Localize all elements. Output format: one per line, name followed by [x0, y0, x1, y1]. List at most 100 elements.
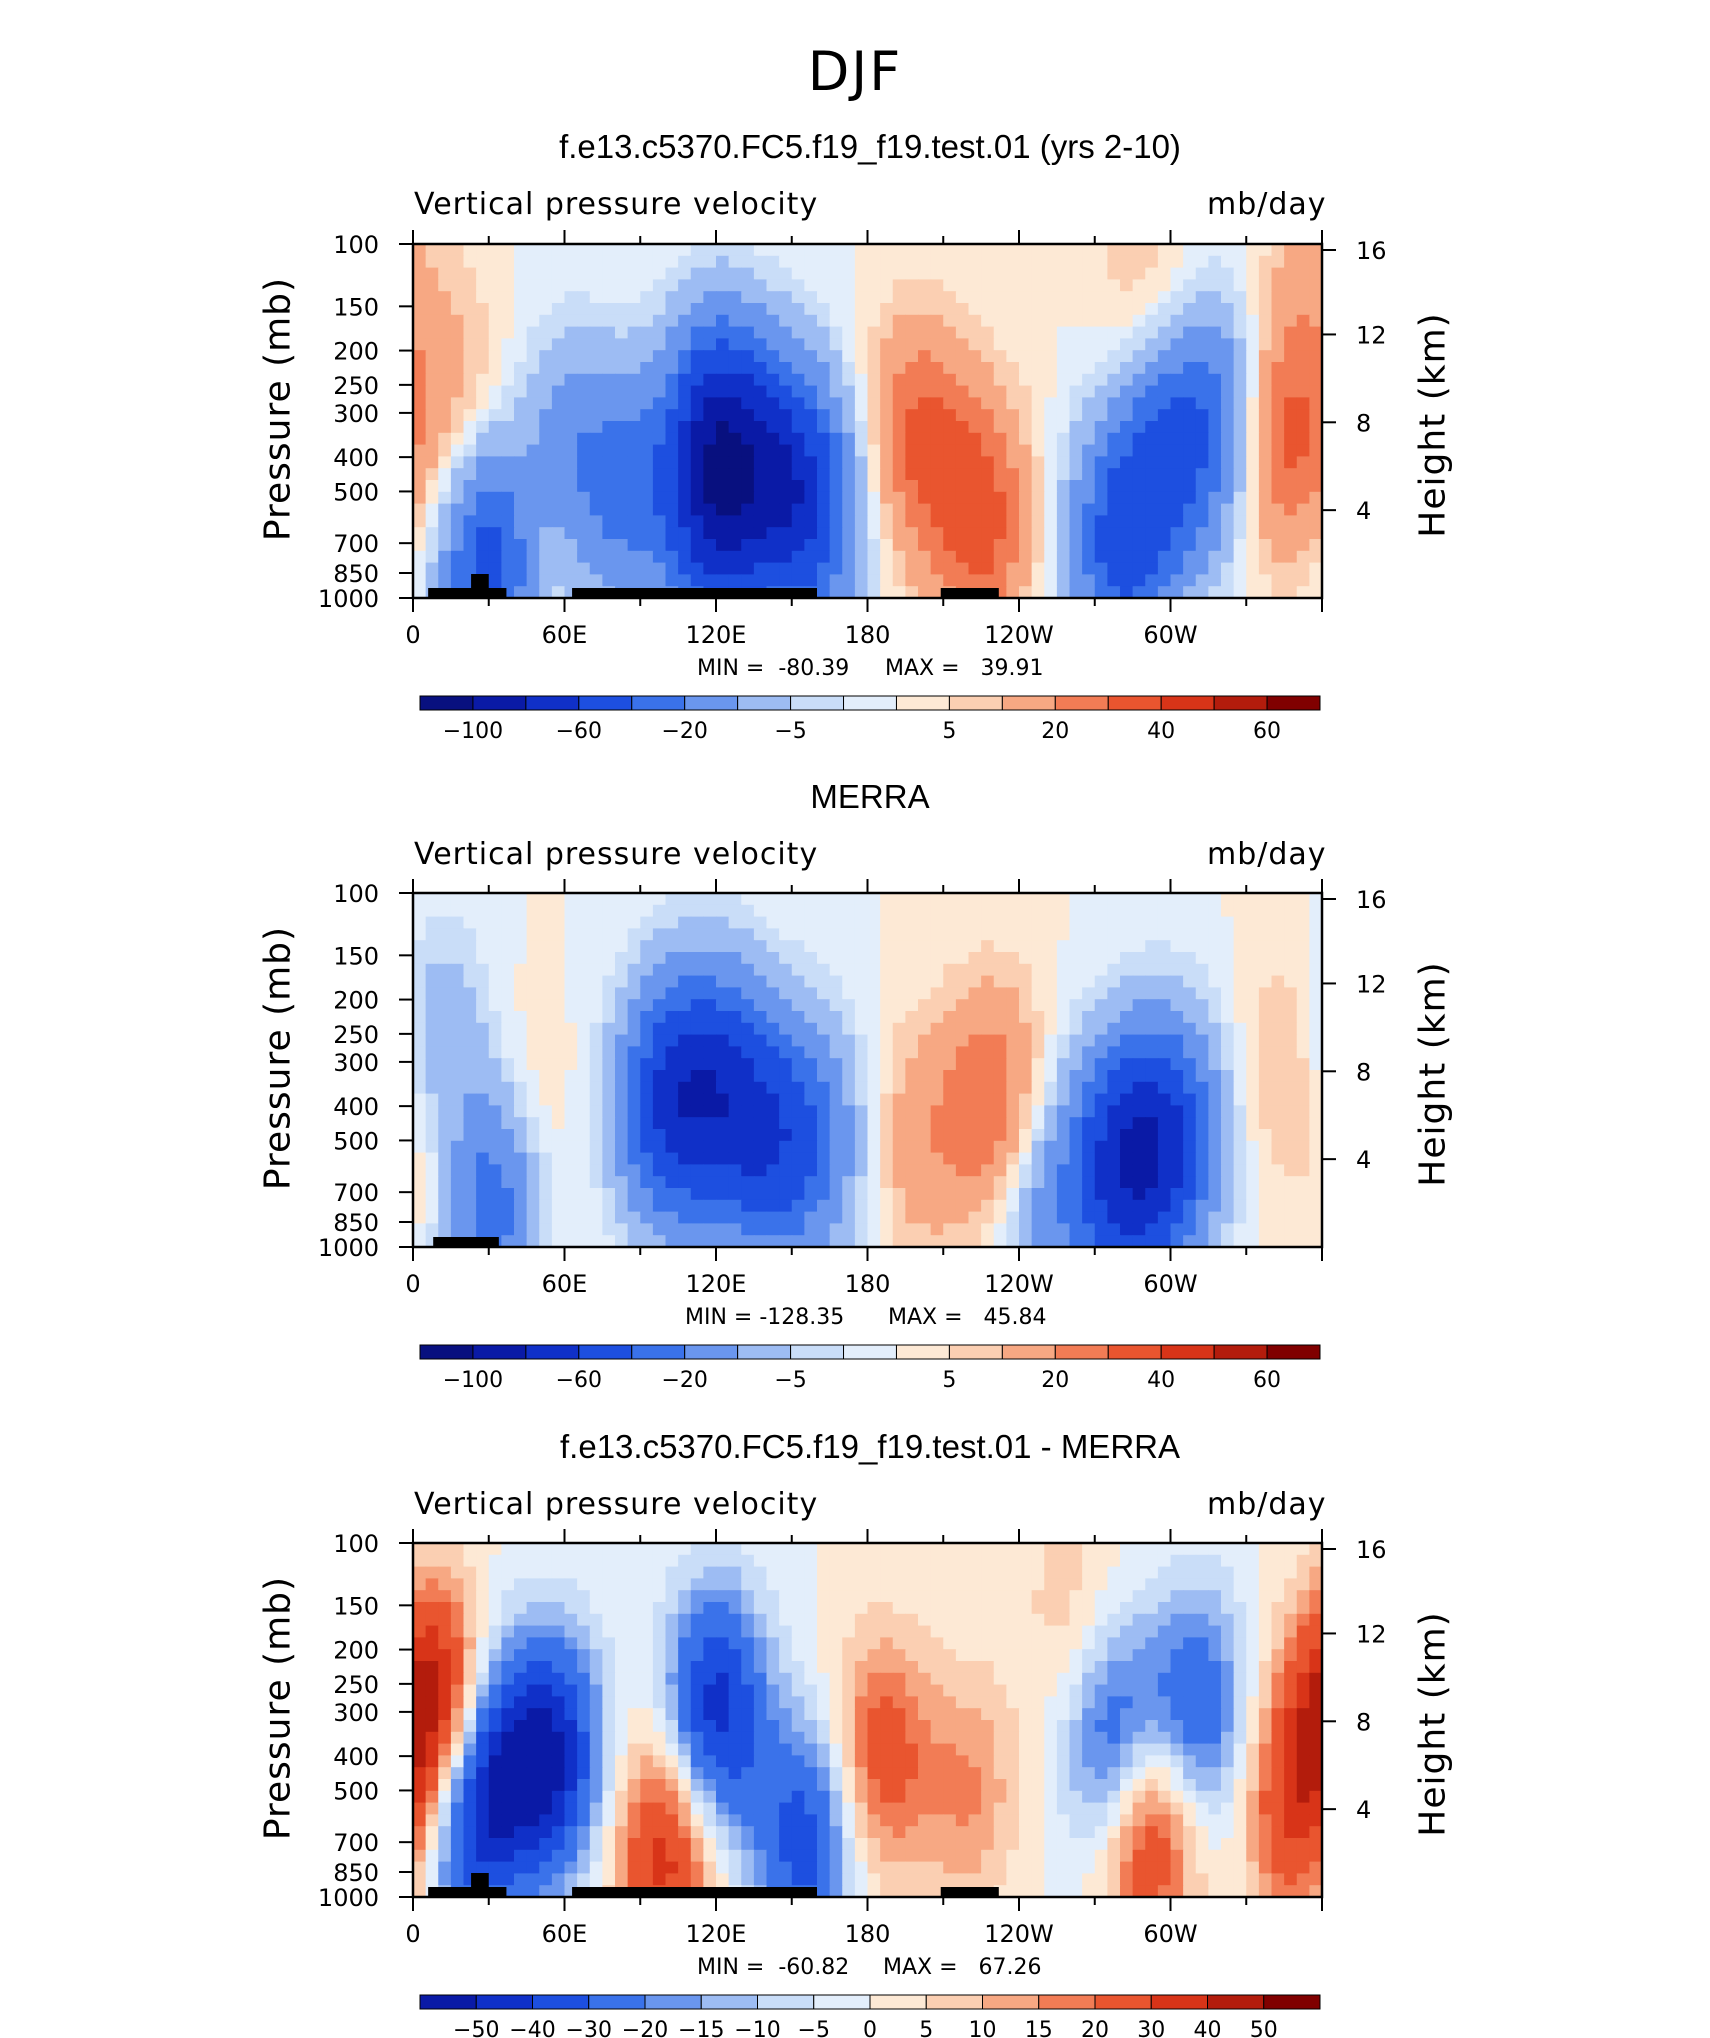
field-cell — [955, 1543, 970, 1556]
field-cell — [1031, 1566, 1045, 1579]
field-cell — [1309, 279, 1323, 292]
field-cell — [450, 303, 465, 316]
field-cell — [413, 291, 427, 304]
field-cell — [1107, 385, 1121, 398]
field-cell — [918, 1578, 932, 1591]
field-cell — [728, 314, 742, 328]
field-cell — [678, 1554, 692, 1568]
field-cell — [425, 1554, 439, 1568]
field-cell — [854, 244, 869, 257]
field-cell — [829, 303, 843, 316]
field-cell — [501, 326, 515, 339]
field-cell — [829, 373, 843, 387]
field-cell — [741, 244, 755, 257]
field-cell — [892, 1602, 906, 1615]
field-cell — [1132, 1578, 1146, 1591]
field-cell — [476, 1578, 490, 1591]
field-cell — [943, 338, 957, 351]
field-cell — [1208, 338, 1222, 351]
field-cell — [854, 1566, 869, 1579]
field-cell — [1157, 397, 1172, 410]
field-cell — [728, 1578, 742, 1591]
field-cell — [627, 350, 641, 363]
field-cell — [1107, 279, 1121, 292]
field-cell — [1019, 350, 1033, 363]
field-cell — [1044, 350, 1058, 363]
field-cell — [1019, 1543, 1033, 1556]
field-cell — [577, 421, 591, 434]
field-cell — [551, 255, 566, 269]
field-cell — [602, 385, 616, 398]
field-cell — [1309, 350, 1323, 363]
field-cell — [880, 303, 894, 316]
field-cell — [703, 1602, 717, 1615]
field-cell — [1044, 267, 1058, 280]
field-cell — [1258, 1578, 1273, 1591]
field-cell — [842, 326, 856, 339]
field-cell — [615, 1578, 629, 1591]
field-cell — [1271, 291, 1285, 304]
field-cell — [539, 338, 553, 351]
field-cell — [450, 338, 465, 351]
field-cell — [1056, 326, 1071, 339]
field-cell — [627, 1602, 641, 1615]
field-cell — [425, 1602, 439, 1615]
field-cell — [1296, 1590, 1310, 1603]
field-cell — [602, 1566, 616, 1579]
field-cell — [627, 1578, 641, 1591]
field-cell — [1006, 314, 1020, 328]
field-cell — [1233, 244, 1247, 257]
field-cell — [640, 373, 654, 387]
field-cell — [791, 373, 805, 387]
field-cell — [1044, 1543, 1058, 1556]
field-cell — [1006, 350, 1020, 363]
field-cell — [892, 397, 906, 410]
field-cell — [1069, 338, 1083, 351]
field-cell — [476, 326, 490, 339]
field-cell — [1233, 1566, 1247, 1579]
field-cell — [652, 303, 667, 316]
field-cell — [854, 1554, 869, 1568]
field-cell — [589, 1566, 603, 1579]
field-cell — [488, 362, 502, 375]
field-cell — [425, 244, 439, 257]
field-cell — [1233, 1602, 1247, 1615]
field-cell — [993, 362, 1007, 375]
field-cell — [652, 244, 667, 257]
field-cell — [1271, 350, 1285, 363]
field-cell — [1246, 338, 1260, 351]
field-cell — [1145, 385, 1159, 398]
field-cell — [1195, 244, 1209, 257]
field-cell — [463, 1566, 477, 1579]
field-cell — [1258, 362, 1273, 375]
field-cell — [463, 314, 477, 328]
field-cell — [1132, 244, 1146, 257]
field-cell — [589, 291, 603, 304]
field-cell — [1120, 338, 1134, 351]
field-cell — [615, 373, 629, 387]
field-cell — [577, 1590, 591, 1603]
field-cell — [1271, 421, 1285, 434]
field-cell — [1132, 385, 1146, 398]
field-cell — [1183, 1602, 1197, 1615]
field-cell — [551, 373, 566, 387]
field-cell — [842, 244, 856, 257]
field-cell — [450, 1590, 465, 1603]
field-cell — [1170, 338, 1184, 351]
field-cell — [817, 350, 831, 363]
field-cell — [1019, 314, 1033, 328]
field-cell — [577, 373, 591, 387]
field-cell — [1271, 385, 1285, 398]
field-cell — [817, 1578, 831, 1591]
field-cell — [1132, 291, 1146, 304]
field-cell — [993, 421, 1007, 434]
field-cell — [1233, 1590, 1247, 1603]
field-cell — [1170, 1566, 1184, 1579]
field-cell — [880, 1578, 894, 1591]
field-cell — [1019, 1566, 1033, 1579]
field-cell — [438, 291, 452, 304]
field-cell — [842, 1613, 856, 1627]
field-cell — [1221, 350, 1235, 363]
field-cell — [1120, 1566, 1134, 1579]
field-cell — [1221, 314, 1235, 328]
